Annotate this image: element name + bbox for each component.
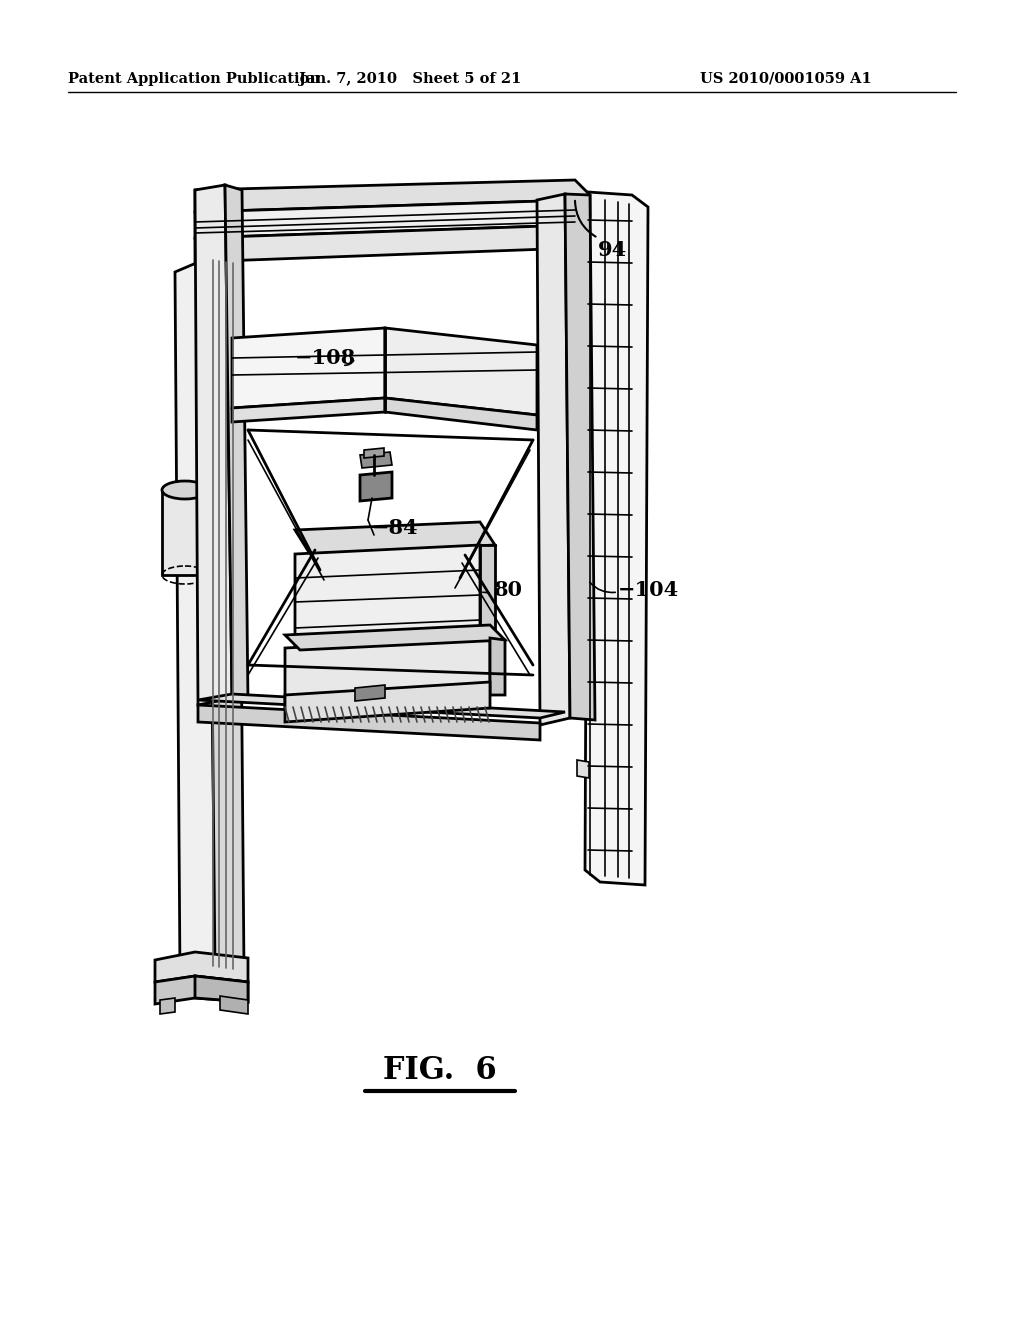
Polygon shape (232, 327, 385, 408)
Polygon shape (195, 224, 575, 261)
Polygon shape (198, 694, 565, 718)
Polygon shape (195, 185, 232, 705)
Polygon shape (162, 490, 208, 576)
Polygon shape (490, 638, 505, 696)
Polygon shape (195, 201, 575, 238)
Polygon shape (155, 975, 248, 1005)
Polygon shape (360, 451, 392, 469)
Polygon shape (295, 521, 495, 554)
Text: FIG.  6: FIG. 6 (383, 1055, 497, 1086)
Polygon shape (537, 194, 570, 725)
Polygon shape (577, 271, 589, 288)
Polygon shape (195, 180, 590, 215)
Polygon shape (577, 690, 589, 708)
Polygon shape (480, 545, 495, 648)
Text: −104: −104 (618, 579, 679, 601)
Polygon shape (285, 624, 505, 649)
Polygon shape (155, 952, 248, 982)
Polygon shape (577, 550, 589, 568)
Polygon shape (577, 480, 589, 498)
Text: US 2010/0001059 A1: US 2010/0001059 A1 (700, 73, 871, 86)
Polygon shape (360, 473, 392, 502)
Polygon shape (577, 341, 589, 358)
Polygon shape (585, 191, 648, 884)
Text: −108: −108 (295, 348, 356, 368)
Text: Patent Application Publication: Patent Application Publication (68, 73, 319, 86)
Polygon shape (225, 185, 248, 702)
Polygon shape (198, 705, 540, 741)
Text: 94: 94 (598, 240, 628, 260)
Polygon shape (565, 194, 595, 719)
Ellipse shape (162, 480, 208, 499)
Polygon shape (577, 411, 589, 428)
Polygon shape (285, 682, 490, 722)
Polygon shape (208, 257, 244, 970)
Polygon shape (577, 760, 589, 777)
Polygon shape (232, 399, 385, 422)
Text: 80: 80 (494, 579, 523, 601)
Polygon shape (220, 997, 248, 1014)
Polygon shape (160, 998, 175, 1014)
Polygon shape (295, 545, 480, 657)
Text: Jan. 7, 2010   Sheet 5 of 21: Jan. 7, 2010 Sheet 5 of 21 (299, 73, 521, 86)
Polygon shape (195, 975, 248, 1002)
Polygon shape (364, 447, 384, 458)
Polygon shape (385, 327, 537, 414)
Polygon shape (355, 685, 385, 701)
Polygon shape (175, 257, 215, 975)
Polygon shape (285, 638, 490, 708)
Text: −84: −84 (372, 517, 419, 539)
Polygon shape (577, 620, 589, 638)
Polygon shape (385, 399, 537, 430)
